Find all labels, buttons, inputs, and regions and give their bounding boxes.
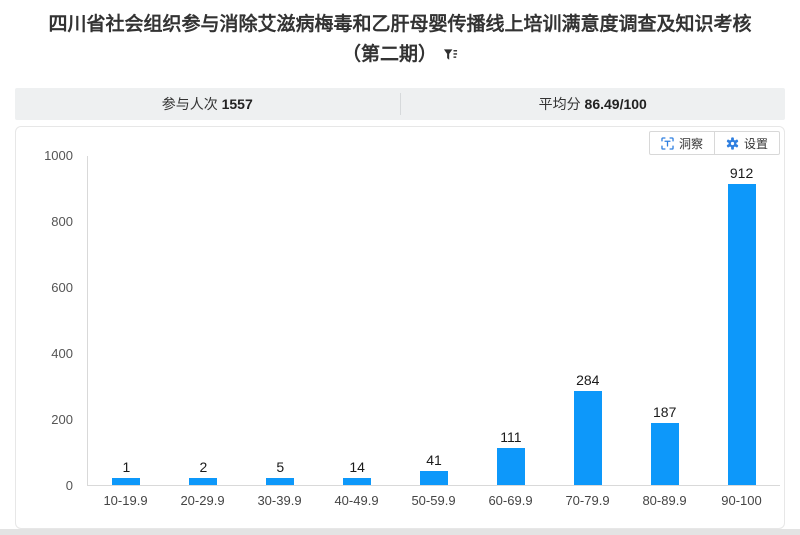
y-tick-label: 800 [51, 214, 73, 229]
bar-column: 111 [472, 155, 549, 485]
x-axis-label: 20-29.9 [180, 493, 225, 508]
x-axis-labels: 10-19.9 20-29.9 30-39.9 40-49.9 50-59.9 60-69… [87, 493, 780, 508]
page-title: 四川省社会组织参与消除艾滋病梅毒和乙肝母婴传播线上培训满意度调查及知识考核 （第… [0, 10, 800, 70]
bar-column: 14 [319, 155, 396, 485]
y-axis-labels: 0 200 400 600 800 1000 [16, 148, 80, 493]
stats-divider [399, 93, 401, 115]
insight-button-label: 洞察 [678, 136, 703, 151]
bar[interactable] [573, 391, 602, 485]
bar[interactable] [112, 478, 141, 485]
bar-column: 1 [88, 155, 165, 485]
bar[interactable] [343, 478, 372, 485]
bar-value-label: 5 [276, 459, 285, 475]
bar-column: 284 [549, 155, 626, 485]
y-tick-label: 0 [65, 478, 73, 493]
y-tick-label: 1000 [44, 148, 73, 163]
filter-icon[interactable] [443, 48, 458, 63]
bar-value-label: 2 [199, 459, 208, 475]
bar-value-label: 14 [349, 459, 365, 475]
gear-icon [726, 136, 739, 150]
score-distribution-chart-card: 洞察 设置 0 200 400 600 800 100 [15, 126, 785, 529]
page-title-line2-text: （第二期） [341, 44, 437, 65]
bar-value-label: 912 [729, 165, 754, 182]
bar-value-label: 111 [500, 429, 522, 446]
y-tick-label: 400 [51, 346, 73, 361]
settings-button-label: 设置 [743, 136, 768, 151]
page-title-line1: 四川省社会组织参与消除艾滋病梅毒和乙肝母婴传播线上培训满意度调查及知识考核 [48, 14, 752, 35]
participants-label: 参与人次 [161, 96, 218, 112]
x-axis-label: 60-69.9 [488, 493, 533, 508]
x-axis-label: 30-39.9 [257, 493, 302, 508]
stats-bar: 参与人次 1557 平均分 86.49/100 [15, 88, 785, 120]
next-section-edge [0, 529, 800, 535]
chart-toolbar: 洞察 设置 [648, 131, 780, 155]
plot-area: 1 2 5 14 41 111 284 187 912 [87, 156, 780, 486]
x-axis-label: 50-59.9 [411, 493, 456, 508]
bar[interactable] [650, 423, 679, 485]
bar[interactable] [420, 471, 448, 485]
participants-stat: 参与人次 1557 [15, 94, 400, 114]
bar[interactable] [727, 184, 756, 485]
average-score-label: 平均分 [538, 96, 581, 112]
average-score-stat: 平均分 86.49/100 [401, 94, 786, 114]
y-tick-label: 200 [51, 412, 73, 427]
settings-button[interactable]: 设置 [713, 131, 780, 155]
bar-column: 187 [626, 155, 703, 485]
participants-value: 1557 [221, 96, 253, 112]
bar-value-label: 284 [576, 372, 600, 389]
bar-value-label: 1 [122, 459, 131, 475]
bar[interactable] [266, 478, 295, 485]
x-axis-label: 90-100 [721, 493, 762, 508]
x-axis-label: 40-49.9 [334, 493, 379, 508]
x-axis-label: 80-89.9 [642, 493, 687, 508]
bar-column: 912 [703, 155, 780, 485]
bar-column: 2 [165, 155, 242, 485]
bar-column: 41 [396, 155, 473, 485]
insight-scan-icon [661, 136, 674, 150]
bar[interactable] [496, 448, 525, 485]
page-title-line2: （第二期） [342, 40, 458, 70]
average-score-value: 86.49/100 [584, 96, 647, 112]
bar-column: 5 [242, 155, 319, 485]
bar-value-label: 41 [426, 452, 442, 469]
x-axis-label: 70-79.9 [565, 493, 610, 508]
bar[interactable] [189, 478, 218, 485]
y-tick-label: 600 [51, 280, 73, 295]
bar-value-label: 187 [653, 404, 677, 421]
insight-button[interactable]: 洞察 [648, 131, 715, 155]
x-axis-label: 10-19.9 [103, 493, 148, 508]
